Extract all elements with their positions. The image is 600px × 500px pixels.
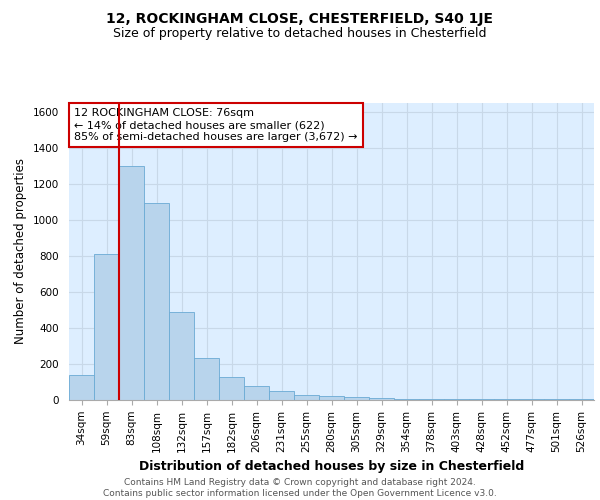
Bar [294, 394, 319, 400]
Bar [394, 399, 419, 400]
Bar [419, 399, 444, 400]
Bar [369, 398, 394, 400]
Text: 12, ROCKINGHAM CLOSE, CHESTERFIELD, S40 1JE: 12, ROCKINGHAM CLOSE, CHESTERFIELD, S40 … [107, 12, 493, 26]
X-axis label: Distribution of detached houses by size in Chesterfield: Distribution of detached houses by size … [139, 460, 524, 473]
Bar [244, 386, 269, 400]
Bar [269, 391, 294, 400]
Bar [519, 399, 544, 400]
Text: Contains HM Land Registry data © Crown copyright and database right 2024.
Contai: Contains HM Land Registry data © Crown c… [103, 478, 497, 498]
Bar [569, 399, 594, 400]
Bar [444, 399, 469, 400]
Y-axis label: Number of detached properties: Number of detached properties [14, 158, 28, 344]
Bar [194, 358, 219, 400]
Bar [119, 166, 144, 400]
Text: 12 ROCKINGHAM CLOSE: 76sqm
← 14% of detached houses are smaller (622)
85% of sem: 12 ROCKINGHAM CLOSE: 76sqm ← 14% of deta… [74, 108, 358, 142]
Bar [319, 396, 344, 400]
Bar [144, 204, 169, 400]
Bar [494, 399, 519, 400]
Text: Size of property relative to detached houses in Chesterfield: Size of property relative to detached ho… [113, 28, 487, 40]
Bar [344, 398, 369, 400]
Bar [69, 375, 94, 400]
Bar [219, 376, 244, 400]
Bar [469, 399, 494, 400]
Bar [94, 254, 119, 400]
Bar [544, 399, 569, 400]
Bar [169, 312, 194, 400]
